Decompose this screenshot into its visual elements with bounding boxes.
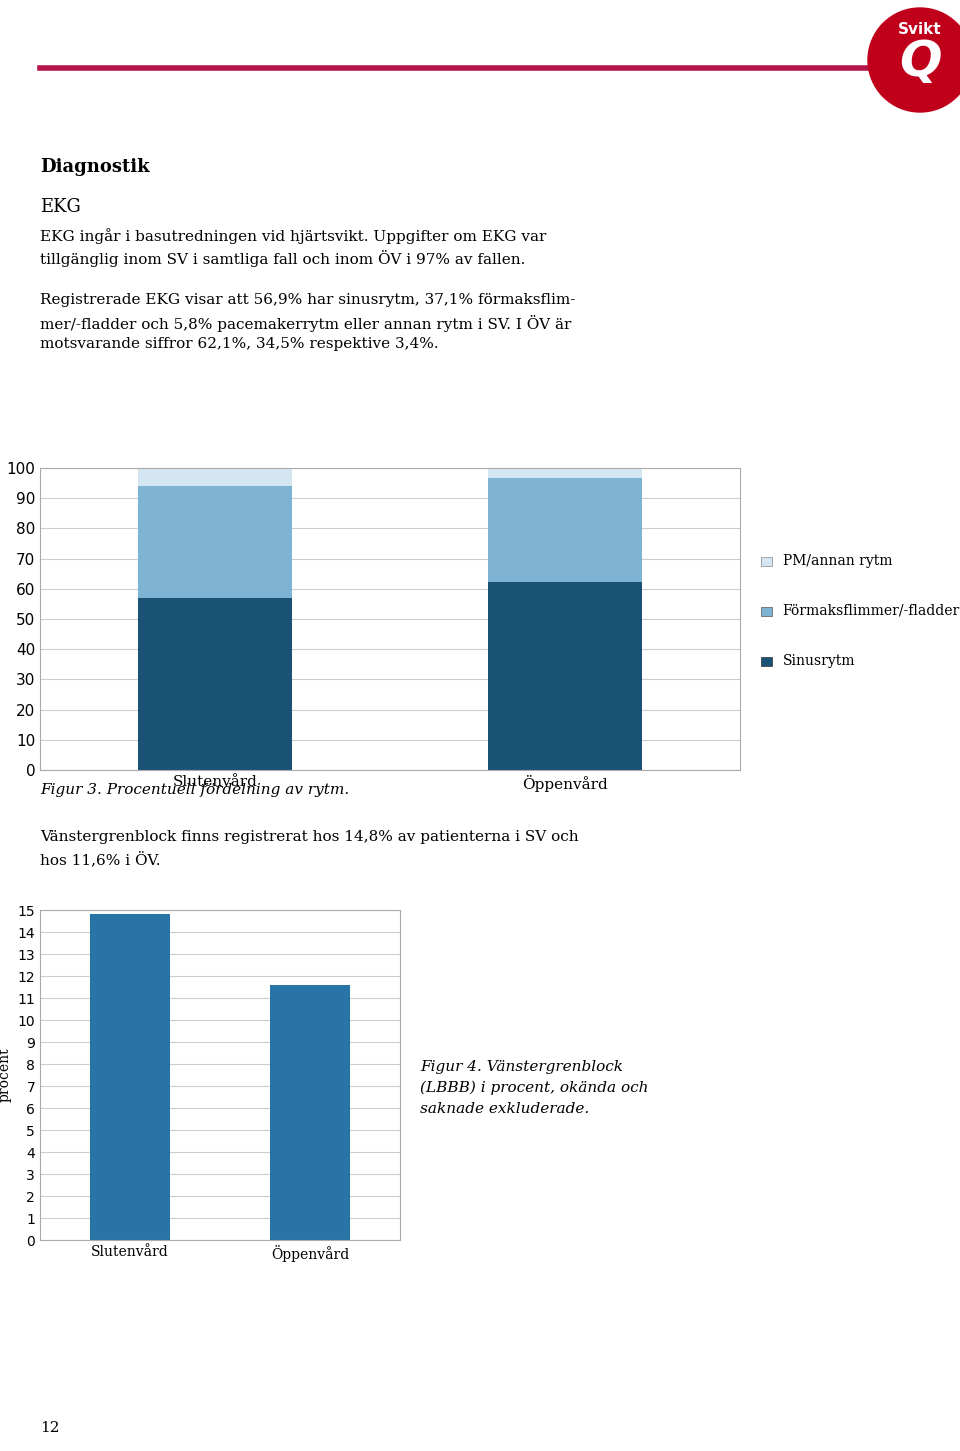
Bar bbox=[760, 607, 772, 617]
Text: Registrerade EKG visar att 56,9% har sinusrytm, 37,1% förmaksflim-: Registrerade EKG visar att 56,9% har sin… bbox=[40, 293, 575, 308]
Bar bbox=[760, 657, 772, 666]
Text: Q: Q bbox=[899, 38, 941, 86]
Text: Förmaksflimmer/-fladder: Förmaksflimmer/-fladder bbox=[782, 604, 960, 618]
Text: Svikt: Svikt bbox=[899, 23, 942, 38]
Text: mer/-fladder och 5,8% pacemakerrytm eller annan rytm i SV. I ÖV är: mer/-fladder och 5,8% pacemakerrytm elle… bbox=[40, 315, 571, 332]
Bar bbox=[138, 486, 292, 598]
Text: tillgänglig inom SV i samtliga fall och inom ÖV i 97% av fallen.: tillgänglig inom SV i samtliga fall och … bbox=[40, 250, 525, 267]
Text: hos 11,6% i ÖV.: hos 11,6% i ÖV. bbox=[40, 852, 160, 868]
Text: motsvarande siffror 62,1%, 34,5% respektive 3,4%.: motsvarande siffror 62,1%, 34,5% respekt… bbox=[40, 337, 439, 351]
Text: PM/annan rytm: PM/annan rytm bbox=[782, 554, 892, 567]
Text: EKG: EKG bbox=[40, 197, 81, 216]
Circle shape bbox=[868, 9, 960, 112]
Text: Diagnostik: Diagnostik bbox=[40, 158, 150, 176]
Text: Sinusrytm: Sinusrytm bbox=[782, 653, 855, 667]
Bar bbox=[138, 598, 292, 770]
Text: Figur 4. Vänstergrenblock
(LBBB) i procent, okända och
saknade exkluderade.: Figur 4. Vänstergrenblock (LBBB) i proce… bbox=[420, 1061, 649, 1116]
Bar bbox=[488, 582, 642, 770]
Text: Vänstergrenblock finns registrerat hos 14,8% av patienterna i SV och: Vänstergrenblock finns registrerat hos 1… bbox=[40, 830, 579, 844]
Y-axis label: Vänstergrenblock (LBBB)
procent: Vänstergrenblock (LBBB) procent bbox=[0, 985, 12, 1165]
Bar bbox=[271, 985, 349, 1241]
Bar bbox=[90, 914, 170, 1241]
Bar bbox=[488, 479, 642, 582]
Bar bbox=[488, 469, 642, 479]
Bar bbox=[760, 557, 772, 566]
Text: Figur 3. Procentuell fördelning av rytm.: Figur 3. Procentuell fördelning av rytm. bbox=[40, 784, 349, 797]
Text: 12: 12 bbox=[40, 1421, 60, 1435]
Text: EKG ingår i basutredningen vid hjärtsvikt. Uppgifter om EKG var: EKG ingår i basutredningen vid hjärtsvik… bbox=[40, 228, 546, 244]
Bar bbox=[138, 469, 292, 486]
